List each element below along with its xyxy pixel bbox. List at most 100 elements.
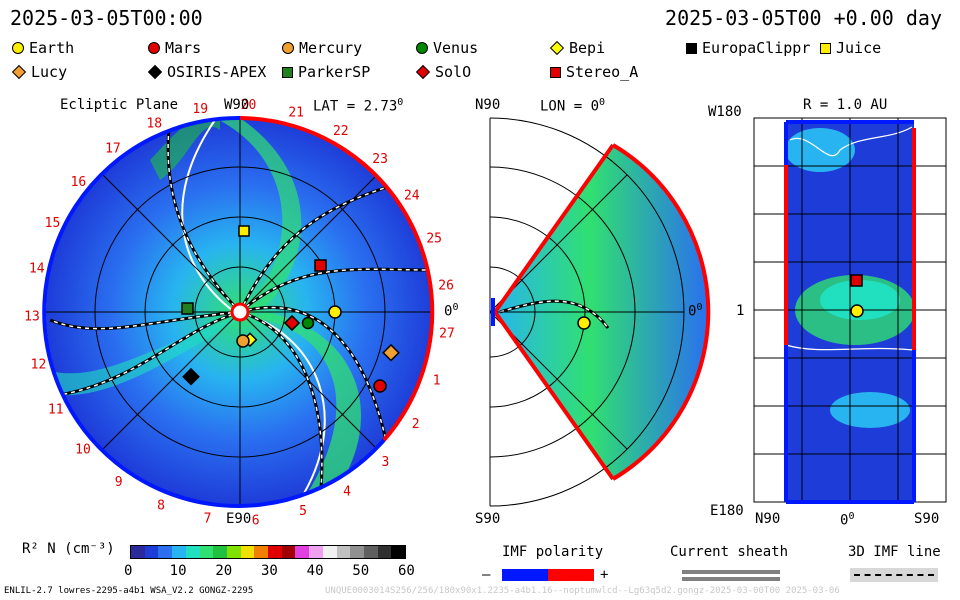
circle-marker-icon [12,42,24,54]
carrington-tick-labels: 19 20 212223242526271234567891011121314151… [24,98,455,528]
radial-bottom-left: E180 [710,503,744,519]
colorbar-swatch [309,546,323,558]
carrington-tick-label: 15 [45,216,61,231]
carrington-tick-label: 10 [75,443,91,458]
imf-polarity-label: IMF polarity [502,544,604,560]
meridional-lon-label: LON = 00 [540,97,606,115]
colorbar-swatch [295,546,310,558]
colorbar-swatch [199,546,214,558]
carrington-tick-label: 21 [288,106,304,121]
colorbar-tick-label: 60 [398,563,415,579]
colorbar-swatch [213,546,227,558]
lucy-marker [382,343,400,362]
colorbar-swatch [226,546,241,558]
legend-item-label: Mars [165,39,202,57]
colorbar-swatch [144,546,159,558]
carrington-tick-label: 12 [31,358,47,373]
osiris-apex-marker [182,367,200,386]
carrington-tick-label: 2 [412,417,420,432]
carrington-tick-label: 5 [299,504,307,519]
carrington-tick-label: 11 [48,403,64,418]
ecliptic-top-label: W90 [224,97,250,113]
imf-line-swatch [850,568,938,582]
legend-item-label: EuropaClippr [702,39,811,57]
colorbar-swatch [377,546,392,558]
legend-item-stereo-a: Stereo_A [550,63,638,81]
radial-x-right: S90 [914,511,940,527]
legend-item-mercury: Mercury [282,39,362,57]
carrington-tick-label: 22 [333,124,349,139]
stereo-a-marker-radial [850,274,863,287]
meridional-panel [489,117,711,507]
legend-item-earth: Earth [12,39,74,57]
imf-polarity-negative-swatch [502,569,548,581]
carrington-tick-label: 19 [192,102,208,117]
carrington-tick-label: 3 [381,455,389,470]
polarity-arc-negative [42,115,386,508]
carrington-tick-label: 26 [438,278,454,293]
colorbar-swatch [322,546,337,558]
carrington-tick-label: 16 [71,175,87,190]
colorbar-label: R² N (cm⁻³) [22,541,115,557]
left-date: 2025-03-05T00:00 [10,6,203,30]
carrington-tick-label: 25 [426,232,442,247]
mars-marker [373,379,387,393]
radial-mid-left: 1 [736,303,745,319]
legend-item-label: SolO [435,63,472,81]
footer-left: ENLIL-2.7 lowres-2295-a4b1 WSA_V2.2 GONG… [4,586,254,596]
density-stream-south [255,312,361,505]
radial-panel [753,117,947,504]
colorbar-tick-label: 20 [215,563,233,579]
current-sheath-swatch-2 [682,577,780,581]
colorbar-swatch [185,546,200,558]
colorbar-swatch [158,546,173,558]
radial-r-label: R = 1.0 AU [803,97,888,113]
polarity-arc-positive [239,116,435,442]
colorbar-swatch [281,546,296,558]
legend-item-label: ParkerSP [298,63,371,81]
density-stream-west [55,318,236,396]
square-marker-icon [282,66,293,78]
ecliptic-bottom-label: E90 [226,511,252,527]
legend-item-label: Bepi [569,39,606,57]
square-marker-icon [820,42,831,54]
colorbar-tick-label: 50 [352,563,370,579]
meridional-bottom-left: S90 [475,511,501,527]
carrington-tick-label: 8 [157,498,165,513]
solo-marker [283,314,301,332]
colorbar-swatch [254,546,269,558]
legend-item-solo: SolO [415,63,472,81]
colorbar-swatch [336,546,351,558]
circle-marker-icon [416,42,428,54]
colorbar-swatch [391,546,406,558]
radial-top-left: W180 [708,104,742,120]
colorbar-tick-label: 30 [261,563,278,579]
colorbar-swatch [172,546,186,558]
imf-line-label: 3D IMF line [848,544,941,560]
earth-marker-meridional [577,316,591,330]
carrington-tick-label: 27 [439,327,455,342]
legend-item-label: Juice [836,39,882,57]
current-sheath-swatch-1 [682,570,780,574]
carrington-tick-label: 1 [433,374,441,389]
carrington-tick-label: 7 [204,511,212,526]
colorbar-swatch [240,546,255,558]
circle-marker-icon [148,42,160,54]
legend-item-label: Stereo_A [566,63,639,81]
carrington-tick-label: 13 [24,310,40,325]
legend-item-lucy: Lucy [11,63,67,81]
right-date: 2025-03-05T00 +0.00 day [665,6,942,30]
carrington-tick-label: 4 [343,484,351,499]
legend-item-venus: Venus [416,39,478,57]
carrington-tick-label: 9 [115,475,123,490]
legend-item-label: Mercury [299,39,363,57]
colorbar-tick-label: 0 [124,563,133,579]
colorbar-swatch [350,546,364,558]
colorbar-tick-label: 40 [306,563,324,579]
radial-x-mid: 00 [840,511,855,529]
square-marker-icon [686,42,697,54]
square-marker-icon [550,66,561,78]
colorbar-swatch [363,546,378,558]
sun-marker [230,302,250,322]
